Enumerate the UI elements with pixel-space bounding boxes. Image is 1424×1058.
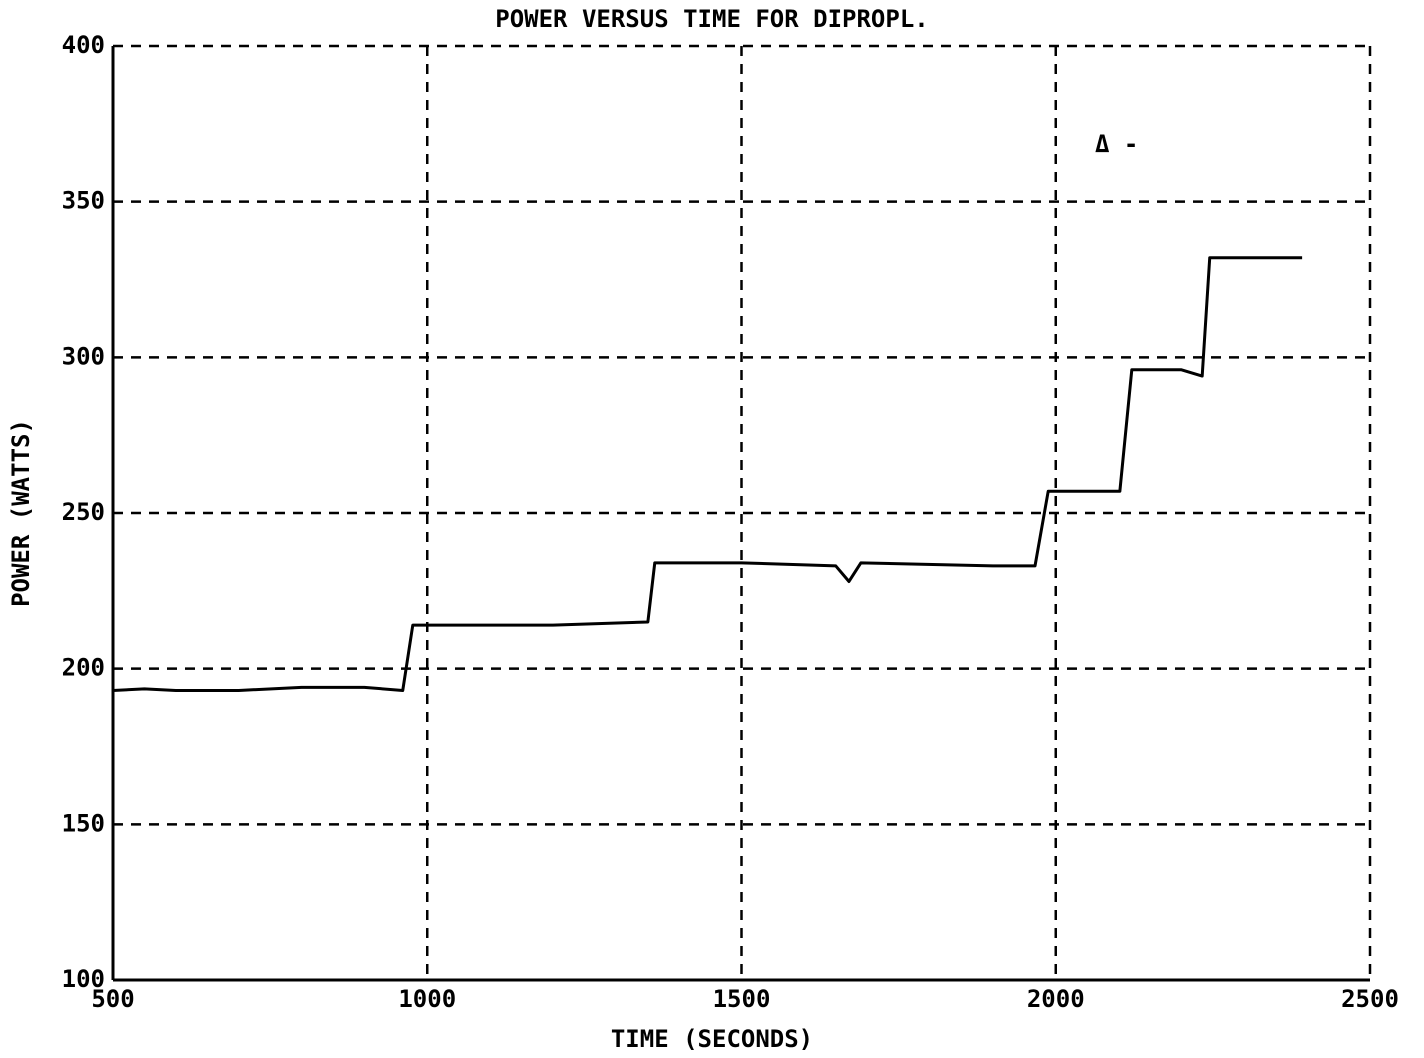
x-tick-label: 2500 (1341, 985, 1399, 1013)
y-tick-label: 150 (62, 809, 105, 837)
x-tick-label: 2000 (1027, 985, 1085, 1013)
data-line (112, 256, 1303, 692)
y-tick-label: 350 (62, 187, 105, 215)
y-tick-label: 400 (62, 31, 105, 59)
y-tick-label: 250 (62, 498, 105, 526)
y-tick-label: 100 (62, 965, 105, 993)
y-tick-label: 200 (62, 654, 105, 682)
y-tick-label: 300 (62, 342, 105, 370)
annotation: Δ - (1095, 130, 1138, 158)
x-tick-label: 1000 (398, 985, 456, 1013)
x-tick-label: 500 (91, 985, 134, 1013)
chart-title: POWER VERSUS TIME FOR DIPROPL. (495, 5, 928, 33)
x-axis-label: TIME (SECONDS) (611, 1025, 813, 1053)
y-axis-label: POWER (WATTS) (7, 419, 35, 607)
x-tick-label: 1500 (713, 985, 771, 1013)
